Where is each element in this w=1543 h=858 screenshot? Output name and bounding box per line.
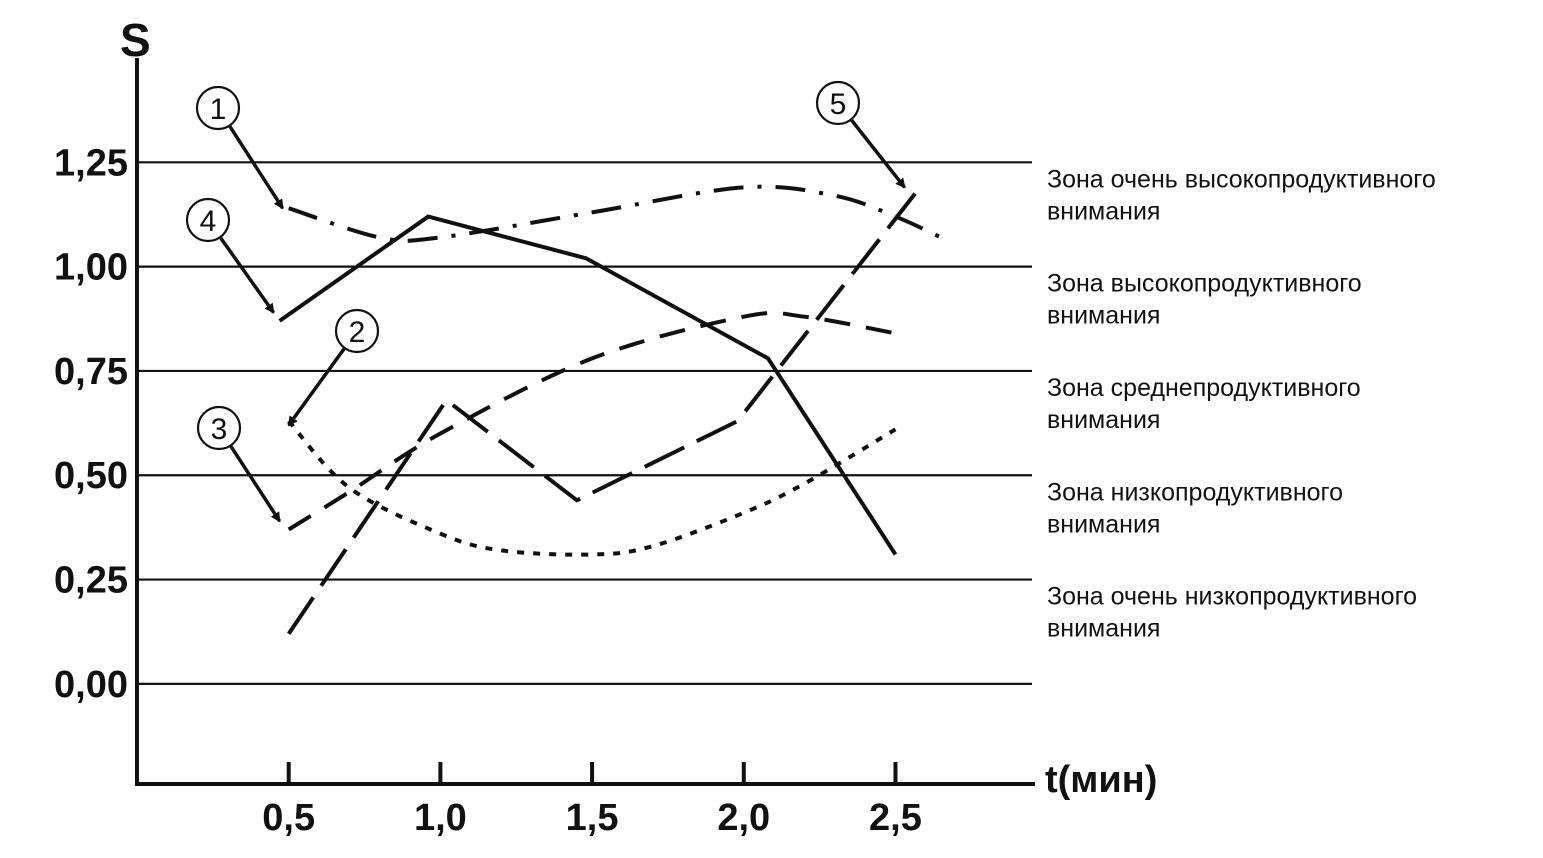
x-axis-label: t(мин)	[1045, 759, 1157, 801]
annotations: 1 2 3 4 5	[185, 80, 906, 523]
zone-label: Зона низкопродуктивного	[1047, 478, 1343, 506]
annotation-arrow-2	[287, 347, 346, 427]
y-tick-label: 0,50	[54, 455, 128, 497]
zone-labels: Зона очень высокопродуктивного внимания Зо…	[1047, 165, 1436, 642]
y-tick-label: 0,75	[54, 351, 128, 393]
y-tick-label: 0,25	[54, 560, 128, 602]
series	[278, 184, 942, 635]
annotation-label: 3	[211, 413, 228, 446]
zone-label: Зона высокопродуктивного	[1047, 270, 1362, 298]
y-tick-labels: 0,00 0,25 0,50 0,75 1,00 1,25	[54, 142, 128, 706]
zone-label-cont: внимания	[1047, 406, 1160, 434]
x-tick-label: 1,5	[566, 797, 619, 839]
annotation-label: 5	[830, 88, 847, 121]
x-tick-label: 2,0	[717, 797, 770, 839]
y-axis-label: S	[120, 14, 151, 66]
x-tick-label: 1,0	[414, 797, 467, 839]
zone-label-cont: внимания	[1047, 615, 1160, 643]
annotation-circle-2	[334, 308, 380, 354]
annotation-arrow-3	[229, 445, 282, 523]
x-tick-labels: 0,5 1,0 1,5 2,0 2,5	[262, 762, 922, 839]
zone-label: Зона очень низкопродуктивного	[1047, 583, 1417, 611]
series-line-4	[278, 214, 898, 556]
annotation-arrow-4	[219, 236, 275, 314]
series-line-3	[287, 310, 896, 532]
zone-label-cont: внимания	[1047, 302, 1160, 330]
y-tick-label: 0,00	[54, 664, 128, 706]
zone-label-cont: внимания	[1047, 197, 1160, 225]
annotation-label: 2	[349, 316, 366, 349]
series-line-1	[288, 184, 942, 243]
x-tick-label: 2,5	[869, 797, 922, 839]
annotation-circle-4	[185, 197, 231, 243]
annotation-label: 1	[210, 93, 227, 126]
zone-label: Зона среднепродуктивного	[1047, 374, 1361, 402]
zone-label: Зона очень высокопродуктивного	[1047, 165, 1436, 193]
annotation-label: 4	[200, 205, 217, 238]
annotation-arrow-5	[850, 119, 906, 189]
y-tick-label: 1,25	[54, 142, 128, 184]
x-tick-label: 0,5	[262, 797, 315, 839]
annotation-arrow-1	[228, 125, 285, 210]
y-tick-label: 1,00	[54, 247, 128, 289]
annotation-circle-3	[196, 405, 242, 451]
axes: S t(мин)	[120, 14, 1157, 801]
annotation-circle-5	[815, 80, 861, 126]
series-line-2	[287, 419, 897, 557]
annotation-circle-1	[195, 85, 241, 131]
series-line-5	[287, 190, 919, 635]
zone-label-cont: внимания	[1047, 510, 1160, 538]
grid	[137, 161, 1032, 685]
